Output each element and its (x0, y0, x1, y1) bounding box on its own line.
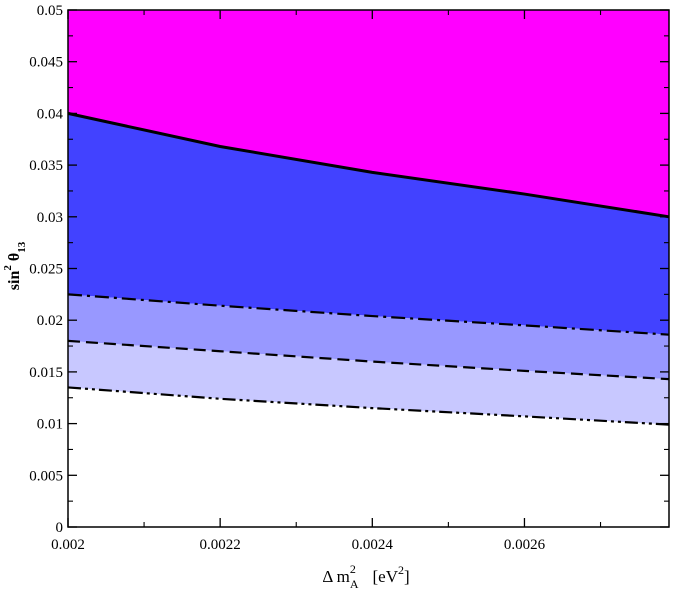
series-line-dashed (67, 339, 670, 381)
series-line-solid (67, 111, 670, 219)
series-line-dash-dot (67, 293, 670, 336)
tick-labels-layer: 0.002 0.0022 0.0024 0.0026 0 0.005 0.01 0.015 0.… (29, 3, 545, 553)
y-tick-label: 0.035 (29, 158, 63, 174)
x-axis-label: Δ m2 A [eV2] (322, 562, 409, 589)
region-2 (68, 294, 669, 380)
series-line-dash-dot-dot (67, 386, 670, 426)
x-tick-label: 0.002 (51, 537, 85, 553)
y-tick-label: 0.015 (29, 365, 63, 381)
y-tick-label: 0.03 (37, 210, 63, 226)
y-axis-label: sin2θ13 (2, 241, 28, 290)
y-tick-label: 0.025 (29, 262, 63, 278)
y-tick-label: 0.04 (37, 106, 64, 122)
region-4 (68, 387, 669, 527)
y-tick-label: 0.045 (29, 55, 63, 71)
x-tick-label: 0.0026 (504, 537, 546, 553)
lines-layer (67, 111, 670, 426)
y-tick-label: 0.02 (37, 313, 63, 329)
y-tick-label: 0 (56, 520, 64, 536)
region-3 (68, 340, 669, 425)
x-tick-label: 0.0024 (352, 537, 394, 553)
y-tick-label: 0.01 (37, 417, 63, 433)
regions-layer (68, 10, 669, 527)
y-tick-label: 0.005 (29, 468, 63, 484)
region-0 (68, 10, 669, 217)
ticks-layer (67, 9, 669, 528)
y-tick-label: 0.05 (37, 3, 63, 19)
region-1 (68, 113, 669, 335)
x-tick-label: 0.0022 (200, 537, 241, 553)
